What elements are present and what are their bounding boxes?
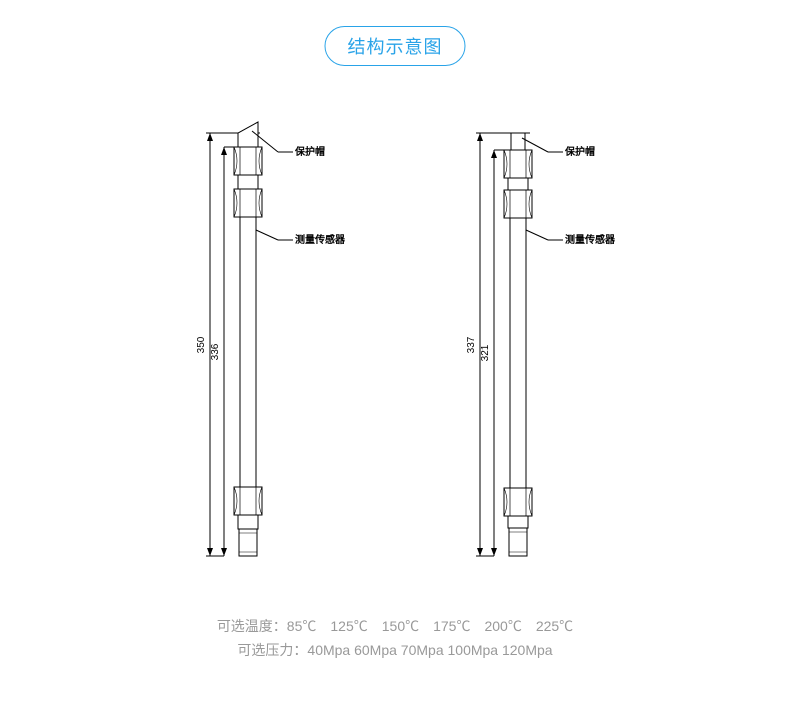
callout-left-top: 保护帽: [294, 145, 325, 158]
dim-left-inner: 336: [210, 343, 221, 360]
page-title: 结构示意图: [325, 26, 466, 66]
spec-pressure: 可选压力：40Mpa 60Mpa 70Mpa 100Mpa 120Mpa: [0, 640, 790, 660]
structure-diagram: 350 336: [0, 120, 790, 580]
dim-right-outer: 337: [466, 336, 477, 353]
callout-right-top: 保护帽: [564, 145, 595, 158]
callout-left-sensor: 测量传感器: [295, 233, 346, 246]
callout-right-sensor: 测量传感器: [565, 233, 616, 246]
dim-left-outer: 350: [196, 336, 207, 353]
dim-right-inner: 321: [480, 344, 491, 361]
spec-temperature: 可选温度：85℃ 125℃ 150℃ 175℃ 200℃ 225℃: [0, 616, 790, 636]
